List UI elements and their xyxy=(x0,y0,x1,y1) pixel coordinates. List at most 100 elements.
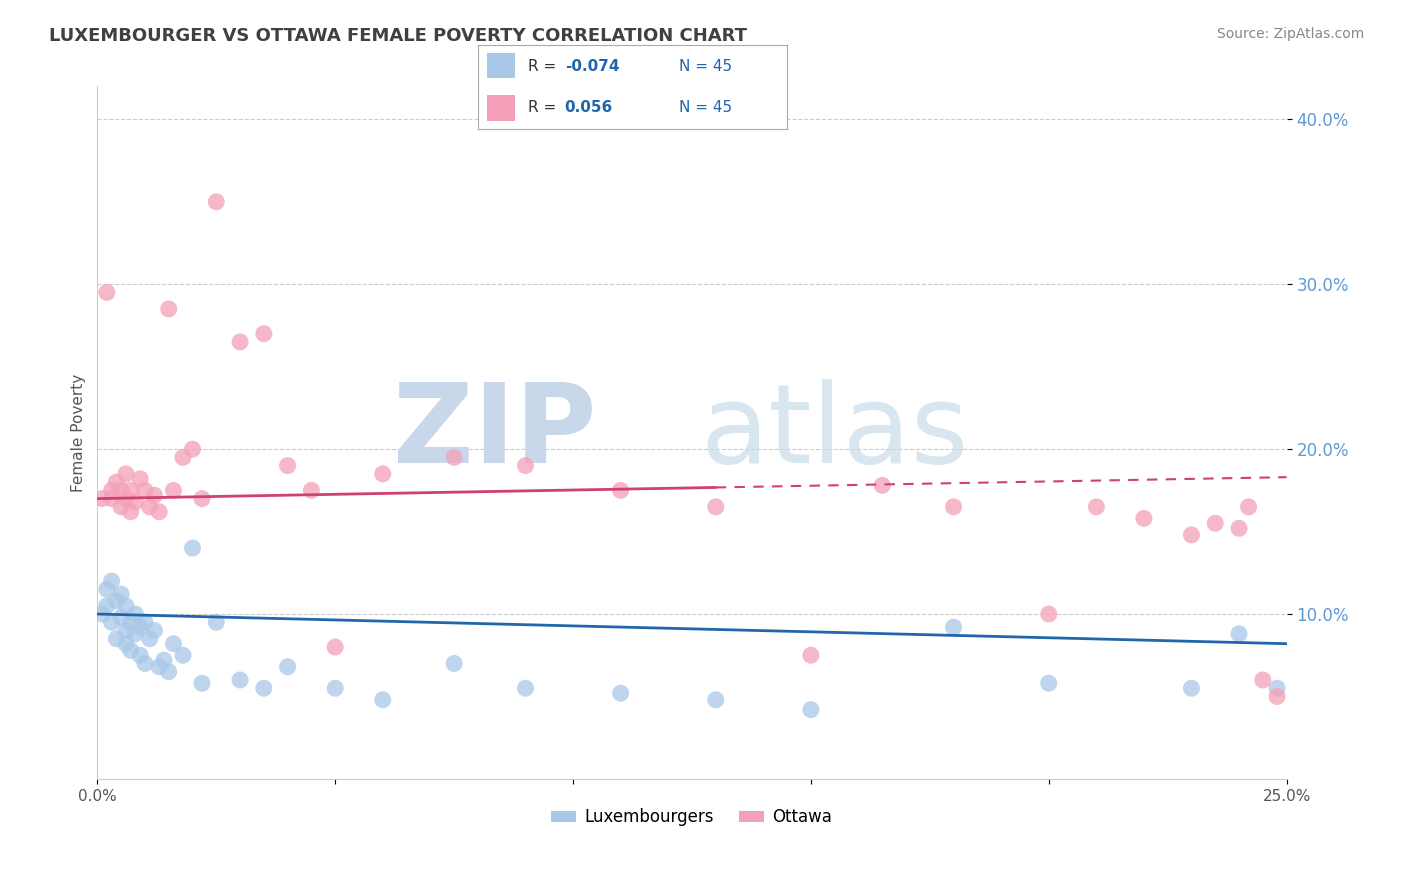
Point xyxy=(148,505,170,519)
Point xyxy=(129,472,152,486)
Point xyxy=(143,488,166,502)
Text: N = 45: N = 45 xyxy=(679,100,733,115)
Point xyxy=(100,574,122,588)
Point xyxy=(120,505,142,519)
Point xyxy=(515,458,537,473)
Point xyxy=(120,483,142,498)
Point xyxy=(143,624,166,638)
Point xyxy=(100,615,122,630)
Point xyxy=(115,491,138,506)
Point xyxy=(800,648,823,663)
Point xyxy=(115,467,138,481)
Point xyxy=(323,640,346,654)
Point xyxy=(870,478,893,492)
Point xyxy=(443,657,465,671)
Point xyxy=(124,607,146,621)
Text: 0.056: 0.056 xyxy=(565,100,613,115)
Point xyxy=(96,599,118,613)
Point xyxy=(1085,500,1108,514)
Text: Source: ZipAtlas.com: Source: ZipAtlas.com xyxy=(1216,27,1364,41)
Point xyxy=(609,483,631,498)
Point xyxy=(1265,690,1288,704)
Point xyxy=(1038,676,1060,690)
Point xyxy=(115,599,138,613)
Point xyxy=(110,500,132,514)
Point xyxy=(181,442,204,457)
Point xyxy=(205,194,228,209)
Text: R =: R = xyxy=(527,100,565,115)
Text: atlas: atlas xyxy=(700,379,969,486)
Point xyxy=(124,627,146,641)
Point xyxy=(100,483,122,498)
Point xyxy=(172,648,194,663)
Point xyxy=(253,326,276,341)
Point xyxy=(1038,607,1060,621)
Point xyxy=(162,483,184,498)
Point xyxy=(96,582,118,597)
Point xyxy=(138,632,160,646)
Point xyxy=(138,500,160,514)
Point xyxy=(1237,500,1260,514)
Point xyxy=(229,334,252,349)
Point xyxy=(704,692,727,706)
Point xyxy=(110,610,132,624)
Point xyxy=(704,500,727,514)
Point xyxy=(515,681,537,696)
Point xyxy=(124,495,146,509)
Text: -0.074: -0.074 xyxy=(565,59,619,74)
Point xyxy=(105,475,128,489)
Point xyxy=(91,607,114,621)
Point xyxy=(105,594,128,608)
Point xyxy=(1204,516,1226,531)
Point xyxy=(181,541,204,555)
Text: R =: R = xyxy=(527,59,561,74)
Y-axis label: Female Poverty: Female Poverty xyxy=(72,374,86,491)
Point xyxy=(277,660,299,674)
Point xyxy=(800,703,823,717)
Point xyxy=(134,657,156,671)
Point xyxy=(1180,528,1202,542)
Point xyxy=(1133,511,1156,525)
Point xyxy=(942,620,965,634)
Point xyxy=(323,681,346,696)
Text: ZIP: ZIP xyxy=(394,379,596,486)
Bar xyxy=(488,95,515,120)
Point xyxy=(229,673,252,687)
Point xyxy=(1265,681,1288,696)
Point xyxy=(105,632,128,646)
Point xyxy=(191,676,214,690)
Point xyxy=(120,643,142,657)
Point xyxy=(942,500,965,514)
Point xyxy=(96,285,118,300)
Point xyxy=(1227,627,1250,641)
Point xyxy=(299,483,322,498)
Point xyxy=(129,620,152,634)
Point xyxy=(120,615,142,630)
Point xyxy=(148,660,170,674)
Point xyxy=(115,637,138,651)
Point xyxy=(191,491,214,506)
Point xyxy=(100,491,122,506)
Point xyxy=(129,648,152,663)
Text: N = 45: N = 45 xyxy=(679,59,733,74)
Point xyxy=(277,458,299,473)
Point xyxy=(443,450,465,465)
Point xyxy=(110,483,132,498)
Point xyxy=(157,301,180,316)
Point xyxy=(115,624,138,638)
Point xyxy=(371,692,394,706)
Point xyxy=(162,637,184,651)
Point xyxy=(205,615,228,630)
Point xyxy=(134,483,156,498)
Text: LUXEMBOURGER VS OTTAWA FEMALE POVERTY CORRELATION CHART: LUXEMBOURGER VS OTTAWA FEMALE POVERTY CO… xyxy=(49,27,747,45)
Point xyxy=(172,450,194,465)
Point xyxy=(609,686,631,700)
Legend: Luxembourgers, Ottawa: Luxembourgers, Ottawa xyxy=(544,802,839,833)
Bar xyxy=(488,54,515,78)
Point xyxy=(1251,673,1274,687)
Point xyxy=(1180,681,1202,696)
Point xyxy=(157,665,180,679)
Point xyxy=(153,653,176,667)
Point xyxy=(1227,521,1250,535)
Point xyxy=(371,467,394,481)
